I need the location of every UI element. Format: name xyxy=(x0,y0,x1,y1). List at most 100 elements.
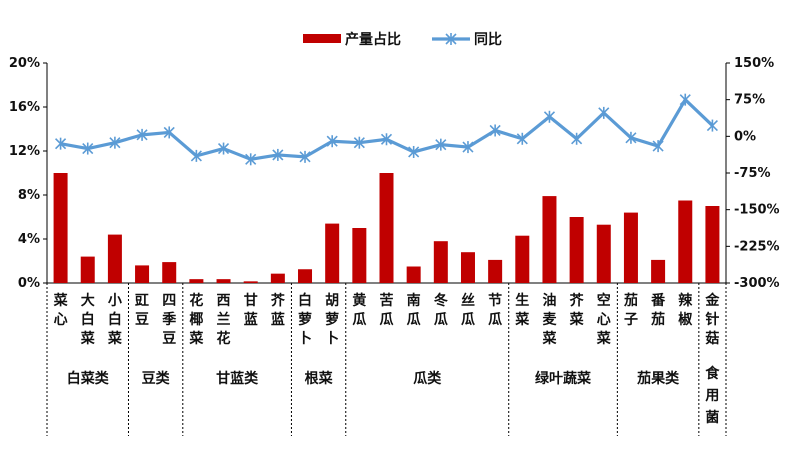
category-char: 花 xyxy=(217,330,231,347)
line-point-节瓜 xyxy=(489,124,501,137)
bar-菜心 xyxy=(53,173,68,283)
line-point-豇豆 xyxy=(136,128,148,141)
category-char: 椰 xyxy=(189,311,203,328)
category-label-黄瓜: 黄瓜 xyxy=(352,292,366,328)
category-label-丝瓜: 丝瓜 xyxy=(461,292,475,328)
y-right-tick-label: 150% xyxy=(734,56,774,71)
y-left-tick-label: 16% xyxy=(9,100,40,115)
category-label-金针菇: 金针菇 xyxy=(704,292,720,347)
category-label-四季豆: 四季豆 xyxy=(161,293,176,347)
category-label-空心菜: 空心菜 xyxy=(596,292,612,347)
y-right-tick-label: -75% xyxy=(734,166,771,181)
category-char: 白 xyxy=(298,292,312,309)
legend: 产量占比 同比 xyxy=(303,31,502,48)
category-label-菜心: 菜心 xyxy=(53,292,69,328)
y-right-tick-label: -150% xyxy=(734,203,780,218)
category-char: 空 xyxy=(597,292,611,309)
category-char: 菜 xyxy=(596,330,612,347)
category-char: 兰 xyxy=(217,311,231,328)
category-char: 南 xyxy=(407,292,421,309)
category-char: 萝 xyxy=(298,311,312,328)
category-char: 番 xyxy=(650,292,666,309)
line-point-花椰菜 xyxy=(190,149,202,162)
category-char: 白 xyxy=(81,311,95,328)
group-label-char: 用 xyxy=(705,388,719,404)
line-point-胡萝卜 xyxy=(326,135,338,148)
category-char: 四 xyxy=(162,293,176,309)
bar-南瓜 xyxy=(406,266,421,283)
category-char: 甘 xyxy=(244,292,258,309)
category-char: 椒 xyxy=(678,311,692,328)
category-char: 小 xyxy=(108,293,122,309)
category-char: 瓜 xyxy=(407,312,421,328)
category-label-苦瓜: 苦瓜 xyxy=(380,292,394,328)
category-char: 卜 xyxy=(325,331,339,347)
legend-marker xyxy=(445,33,457,45)
category-char: 季 xyxy=(161,311,176,328)
category-char: 冬 xyxy=(434,292,448,309)
bar-丝瓜 xyxy=(460,252,475,283)
category-label-辣椒: 辣椒 xyxy=(678,292,693,328)
category-label-胡萝卜: 胡萝卜 xyxy=(325,292,339,347)
line-point-冬瓜 xyxy=(435,138,447,151)
category-label-南瓜: 南瓜 xyxy=(407,292,421,328)
bar-油麦菜 xyxy=(542,196,557,283)
bar-胡萝卜 xyxy=(325,223,340,283)
category-char: 子 xyxy=(624,312,638,328)
bar-小白菜 xyxy=(107,234,122,283)
category-char: 心 xyxy=(597,312,611,328)
line-point-菜心 xyxy=(55,137,67,150)
category-char: 苦 xyxy=(380,292,394,309)
group-label-白菜类: 白菜类 xyxy=(67,370,110,387)
axes: 0% 4% 8% 12% 16% 20% 150% 75% 0% -75% -150% -225% -3… xyxy=(9,56,780,291)
group-label-char: 菌 xyxy=(705,409,719,426)
bar-芥蓝 xyxy=(270,273,285,283)
group-label-绿叶蔬菜: 绿叶蔬菜 xyxy=(535,370,592,387)
category-label-小白菜: 小白菜 xyxy=(107,293,123,347)
category-char: 卜 xyxy=(298,331,312,347)
category-char: 菜 xyxy=(541,330,557,347)
group-label-甘蓝类: 甘蓝类 xyxy=(216,370,259,387)
line-point-金针菇 xyxy=(706,119,718,132)
category-labels: 菜心大白菜小白菜豇豆四季豆花椰菜西兰花甘蓝芥蓝白萝卜胡萝卜黄瓜苦瓜南瓜冬瓜丝瓜节… xyxy=(53,292,721,347)
line-point-西兰花 xyxy=(217,142,230,155)
line-point-苦瓜 xyxy=(380,133,393,146)
category-char: 蓝 xyxy=(244,311,258,328)
bar-金针菇 xyxy=(705,206,720,283)
line-point-四季豆 xyxy=(163,126,175,139)
legend-label-bar: 产量占比 xyxy=(345,31,401,48)
category-char: 茄 xyxy=(650,311,665,328)
category-label-番茄: 番茄 xyxy=(650,292,666,328)
line-point-芥蓝 xyxy=(272,148,284,161)
group-label-根菜: 根菜 xyxy=(305,370,334,387)
category-char: 芥 xyxy=(271,293,286,309)
y-left-tick-label: 8% xyxy=(18,188,40,203)
category-label-芥菜: 芥菜 xyxy=(569,293,585,328)
bar-番茄 xyxy=(651,259,666,283)
line-point-芥菜 xyxy=(571,132,583,145)
y-right-tick-label: -300% xyxy=(734,276,780,291)
line-point-空心菜 xyxy=(598,106,610,119)
bar-豇豆 xyxy=(135,265,150,283)
bar-花椰菜 xyxy=(189,279,204,283)
line-point-辣椒 xyxy=(679,93,691,106)
category-char: 茄 xyxy=(623,292,638,309)
y-left-tick-label: 0% xyxy=(18,276,40,291)
legend-swatch-bar xyxy=(303,34,341,43)
bar-四季豆 xyxy=(162,262,177,283)
y-left-tick-label: 20% xyxy=(9,56,40,71)
line-series xyxy=(55,93,718,166)
bar-甘蓝 xyxy=(243,281,258,283)
bar-黄瓜 xyxy=(352,228,367,283)
line-point-南瓜 xyxy=(408,145,420,158)
legend-label-line: 同比 xyxy=(474,31,502,48)
bar-大白菜 xyxy=(80,256,95,283)
bar-茄子 xyxy=(623,212,638,283)
category-char: 丝 xyxy=(461,292,475,309)
y-right-tick-label: -225% xyxy=(734,239,780,254)
line-point-丝瓜 xyxy=(462,141,474,154)
bar-苦瓜 xyxy=(379,173,394,283)
category-label-芥蓝: 芥蓝 xyxy=(271,293,286,328)
category-char: 萝 xyxy=(325,311,339,328)
